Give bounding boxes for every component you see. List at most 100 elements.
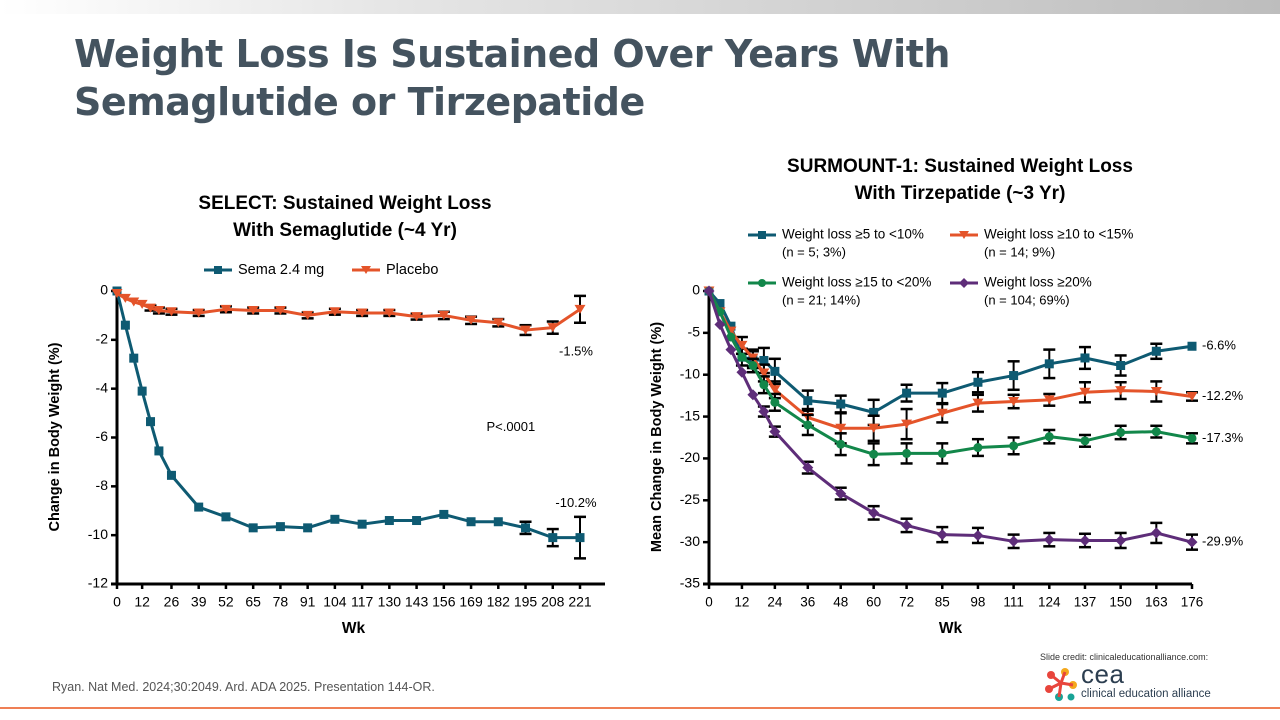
surmount-chart-title: SURMOUNT-1: Sustained Weight Loss With T… xyxy=(720,153,1200,207)
surmount-series-weight-loss-20-point xyxy=(736,366,748,378)
surmount-series-weight-loss-5-to-10-point xyxy=(1187,341,1197,351)
surmount-series-weight-loss-5-to-10-point xyxy=(973,377,983,387)
surmount-chart-title-line-1: SURMOUNT-1: Sustained Weight Loss xyxy=(787,156,1133,177)
surmount-series-weight-loss-15-to-20-end-label: -17.3% xyxy=(1202,430,1244,445)
surmount-series-weight-loss-20-point xyxy=(1008,535,1020,547)
cea-logo-wordmark: cea xyxy=(1081,659,1125,689)
cea-logo: cea clinical education alliance xyxy=(1043,659,1233,705)
surmount-legend-sublabel: (n = 104; 69%) xyxy=(984,292,1070,307)
select-series-sema-2-4-mg-point xyxy=(548,533,558,543)
surmount-series-weight-loss-20-point xyxy=(901,519,913,531)
surmount-series-weight-loss-20-point xyxy=(1150,527,1162,539)
surmount-series-weight-loss-20-point xyxy=(936,529,948,541)
surmount-x-tick-label: 48 xyxy=(833,595,848,610)
surmount-series-weight-loss-5-to-10-point xyxy=(726,321,736,331)
surmount-y-tick-label: -5 xyxy=(688,324,701,340)
surmount-series-weight-loss-20-point xyxy=(758,406,770,418)
surmount-x-tick-label: 85 xyxy=(935,595,950,610)
select-series-sema-2-4-mg-point xyxy=(248,523,258,533)
surmount-series-weight-loss-20-line xyxy=(707,290,1193,544)
surmount-series-weight-loss-20-point xyxy=(725,344,737,356)
surmount-y-tick-label: -20 xyxy=(680,449,700,465)
surmount-x-tick-label: 137 xyxy=(1074,595,1097,610)
surmount-series-weight-loss-5-to-10-point xyxy=(803,396,813,406)
surmount-series-weight-loss-15-to-20-point xyxy=(726,332,736,342)
select-y-tick-label: 0 xyxy=(100,282,108,298)
select-series-placebo-line xyxy=(116,292,581,332)
surmount-series-weight-loss-20-point xyxy=(714,318,726,330)
surmount-x-tick-label: 12 xyxy=(734,595,749,610)
select-x-tick-label: 104 xyxy=(323,594,347,610)
select-x-tick-label: 91 xyxy=(300,594,316,610)
surmount-series-weight-loss-10-to-15-point xyxy=(835,423,847,433)
select-series-sema-2-4-mg-point xyxy=(146,417,156,427)
select-series-sema-2-4-mg-point xyxy=(439,509,449,519)
select-series-placebo-point xyxy=(302,310,314,320)
surmount-y-tick-label: -25 xyxy=(680,491,700,507)
select-y-tick-label: -10 xyxy=(88,526,108,542)
select-series-placebo-point xyxy=(128,297,140,307)
surmount-series-weight-loss-10-to-15-point xyxy=(1043,395,1055,405)
surmount-y-axis-title: Mean Change in Body Weight (%) xyxy=(649,322,665,552)
select-legend-marker xyxy=(214,266,222,274)
select-series-placebo-point xyxy=(492,318,504,328)
surmount-legend-marker xyxy=(959,278,969,288)
select-series-placebo-point xyxy=(111,288,123,298)
select-series-placebo-point xyxy=(153,306,165,316)
surmount-series-weight-loss-10-to-15-point xyxy=(936,408,948,418)
surmount-series-weight-loss-10-to-15-point xyxy=(1186,391,1198,401)
select-x-tick-label: 12 xyxy=(134,594,150,610)
select-y-axis-title: Change in Body Weight (%) xyxy=(47,342,63,531)
select-y-tick-label: -2 xyxy=(96,331,109,347)
select-series-sema-2-4-mg-point xyxy=(166,470,176,480)
select-chart-title-line-1: SELECT: Sustained Weight Loss xyxy=(198,193,492,214)
surmount-legend-marker xyxy=(959,231,969,239)
select-series-sema-2-4-mg-point xyxy=(357,519,367,529)
select-x-tick-label: 221 xyxy=(568,594,592,610)
surmount-series-weight-loss-20-point xyxy=(972,529,984,541)
slide-title: Weight Loss Is Sustained Over Years With… xyxy=(74,32,950,124)
select-series-placebo-point xyxy=(574,304,586,314)
select-x-tick-label: 78 xyxy=(273,594,289,610)
select-series-sema-2-4-mg-end-label: -10.2% xyxy=(555,495,597,510)
select-series-sema-2-4-mg-line xyxy=(115,290,580,540)
surmount-series-weight-loss-10-to-15-point xyxy=(1079,387,1091,397)
select-series-sema-2-4-mg-point xyxy=(384,516,394,526)
select-x-tick-label: 143 xyxy=(405,594,429,610)
surmount-series-weight-loss-20-end-label: -29.9% xyxy=(1202,534,1244,549)
select-series-placebo-point xyxy=(165,307,177,317)
select-series-placebo-point xyxy=(383,308,395,318)
surmount-series-weight-loss-5-to-10-point xyxy=(1151,346,1161,356)
select-series-sema-2-4-mg-point xyxy=(120,320,130,330)
select-series-placebo-point xyxy=(220,304,232,314)
select-series-placebo-point xyxy=(465,315,477,325)
select-series-placebo-point xyxy=(438,310,450,320)
select-series-placebo-point xyxy=(145,303,157,313)
surmount-legend-label: Weight loss ≥15 to <20% xyxy=(782,275,931,290)
surmount-series-weight-loss-20-point xyxy=(769,426,781,438)
select-x-axis-title: Wk xyxy=(342,620,366,637)
select-series-sema-2-4-mg-point xyxy=(275,522,285,532)
select-legend-label: Placebo xyxy=(386,262,438,278)
select-x-tick-label: 0 xyxy=(113,594,121,610)
surmount-series-weight-loss-15-to-20-point xyxy=(937,448,947,458)
surmount-series-weight-loss-5-to-10-point xyxy=(836,399,846,409)
surmount-series-weight-loss-20-point xyxy=(1043,534,1055,546)
select-x-tick-label: 39 xyxy=(191,594,207,610)
surmount-series-weight-loss-5-to-10-point xyxy=(1080,353,1090,363)
surmount-series-weight-loss-10-to-15-point xyxy=(1008,397,1020,407)
surmount-x-tick-label: 111 xyxy=(1003,595,1024,610)
surmount-x-tick-label: 98 xyxy=(970,595,985,610)
select-chart-title-line-2: With Semaglutide (~4 Yr) xyxy=(233,220,457,241)
surmount-legend-sublabel: (n = 5; 3%) xyxy=(782,244,846,259)
surmount-legend-marker xyxy=(758,279,766,287)
surmount-series-weight-loss-5-to-10-point xyxy=(770,366,780,376)
surmount-series-weight-loss-10-to-15-point xyxy=(736,340,748,350)
surmount-series-weight-loss-15-to-20-point xyxy=(869,449,879,459)
reference-text: Ryan. Nat Med. 2024;30:2049. Ard. ADA 20… xyxy=(52,680,435,694)
select-series-sema-2-4-mg-point xyxy=(330,514,340,524)
surmount-series-weight-loss-15-to-20-point xyxy=(1009,441,1019,451)
surmount-series-weight-loss-20-point xyxy=(802,462,814,474)
select-series-placebo-end-label: -1.5% xyxy=(559,343,593,358)
